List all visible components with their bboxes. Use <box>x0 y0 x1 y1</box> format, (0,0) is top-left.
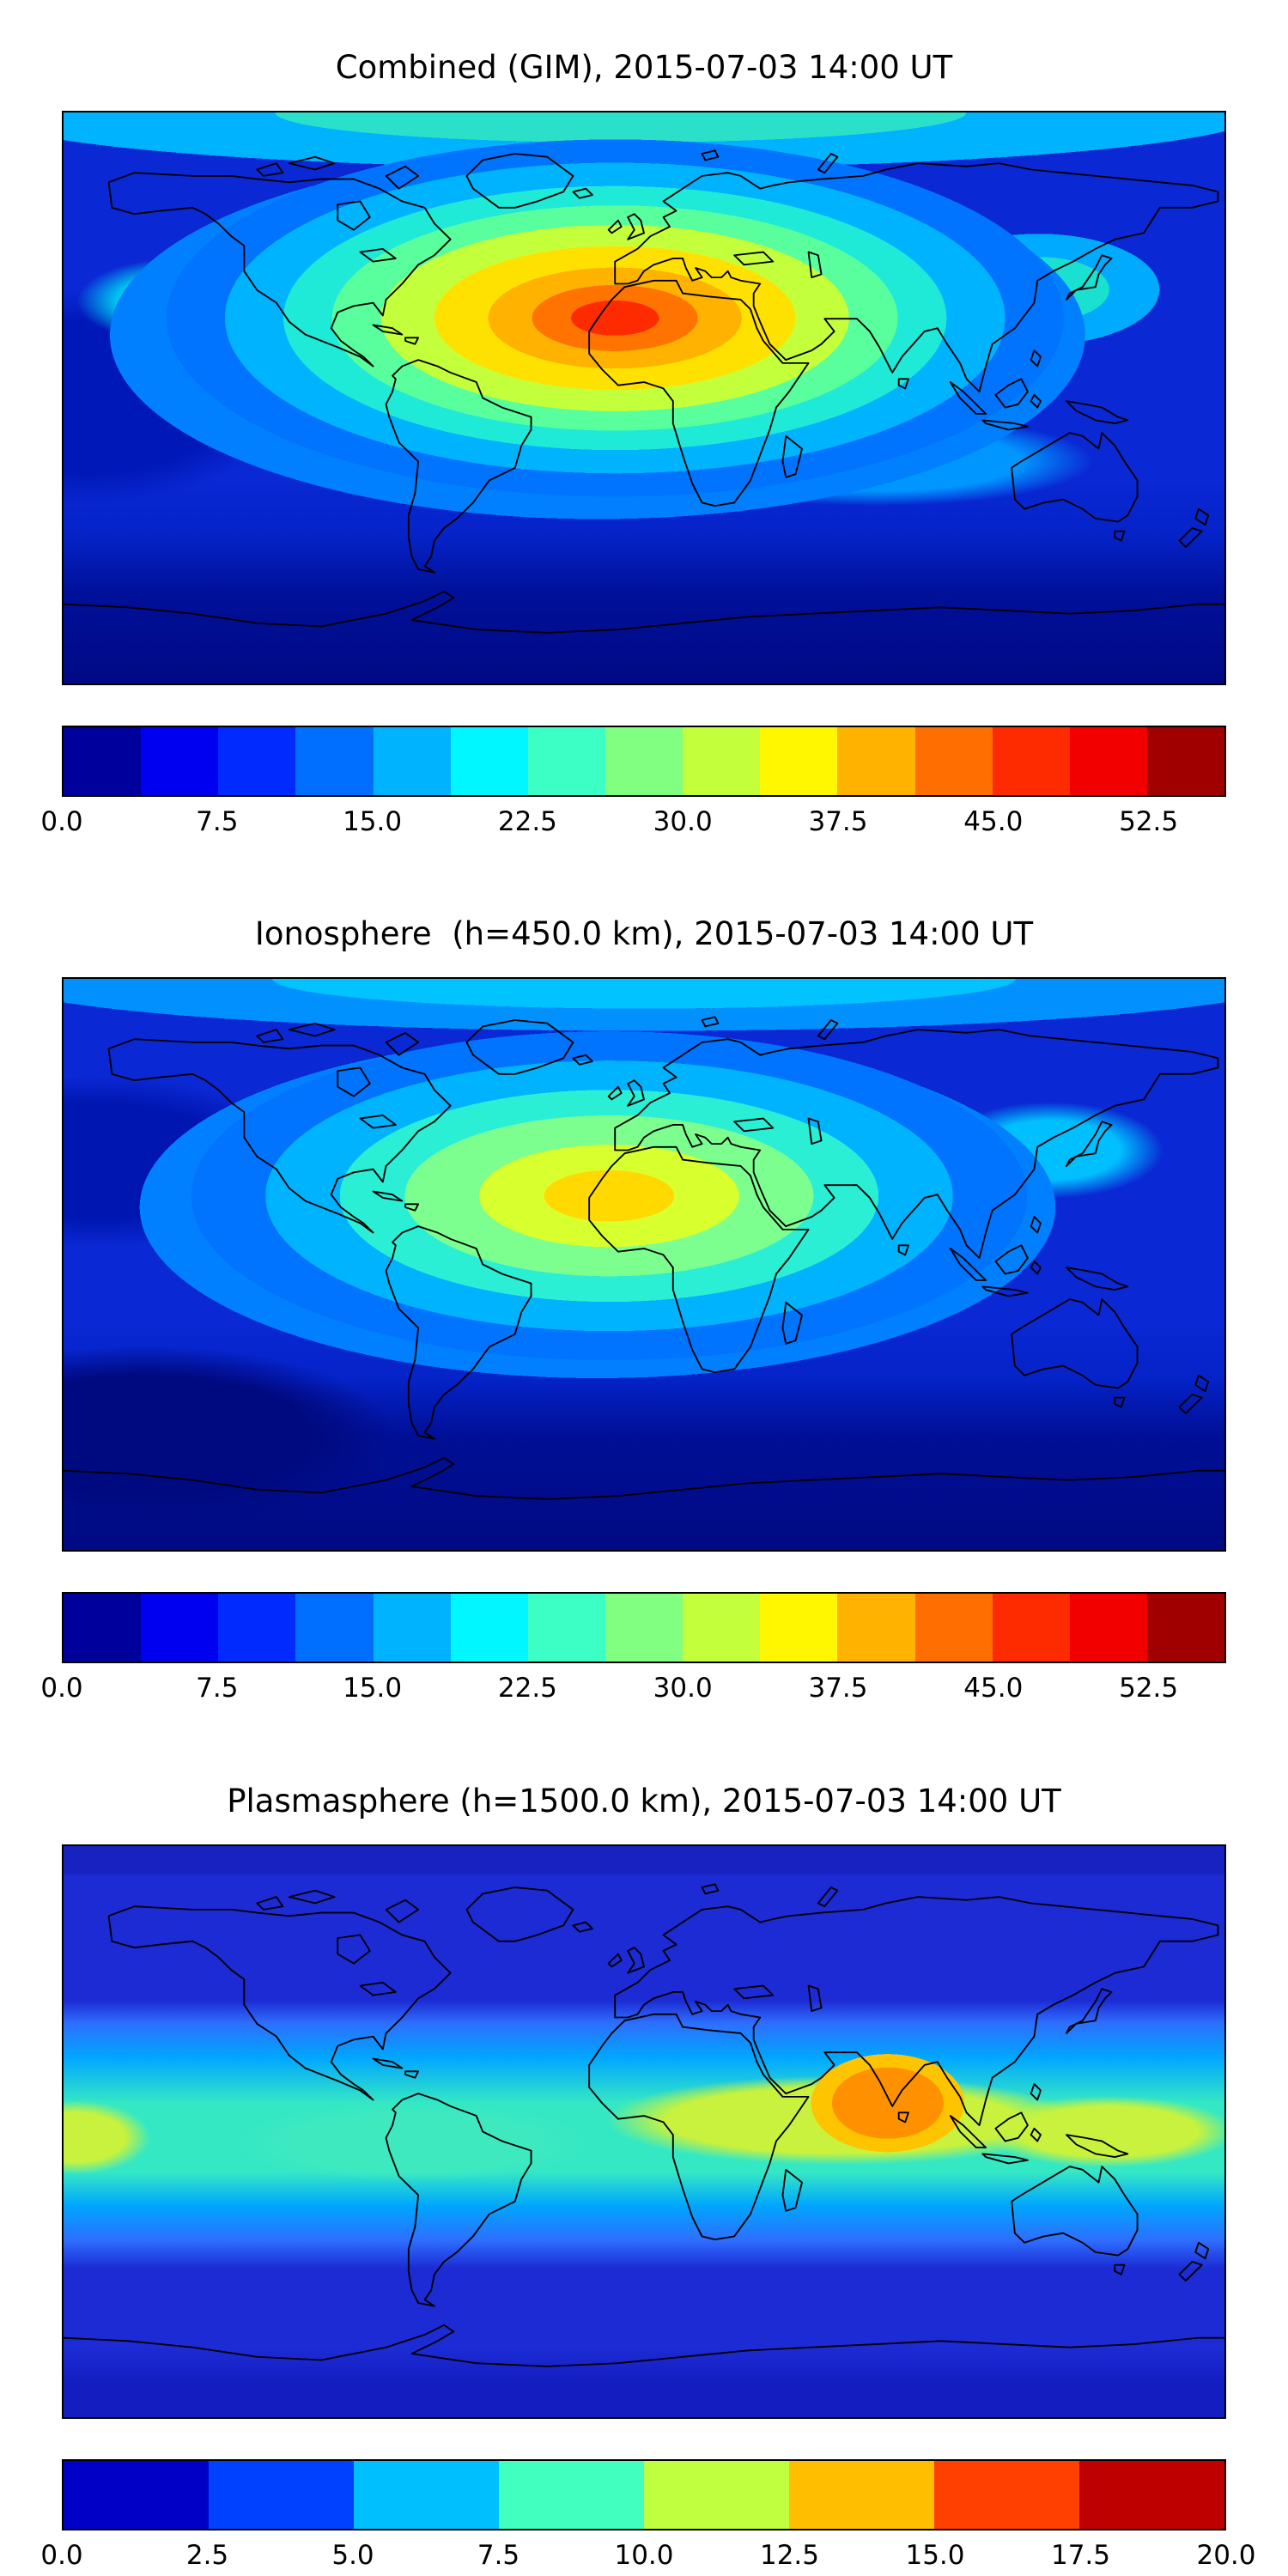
coastlines-overlay <box>64 1016 1224 1500</box>
colorbar-tick-label: 5.0 <box>331 2540 374 2571</box>
colorbar <box>62 1592 1226 1663</box>
colorbar-tick-label: 20.0 <box>1196 2540 1256 2571</box>
colorbar-segment <box>760 1594 838 1662</box>
colorbar-tick-label: 2.5 <box>185 2540 229 2571</box>
colorbar-segment <box>450 727 528 795</box>
colorbar-segment <box>354 2461 499 2529</box>
colorbar-segment <box>218 1594 296 1662</box>
colorbar-segment <box>373 727 451 795</box>
colorbar-tick-label: 45.0 <box>963 1673 1024 1704</box>
colorbar-segment <box>450 1594 528 1662</box>
colorbar-segment <box>1146 727 1225 795</box>
colorbar-segment <box>934 2461 1079 2529</box>
colorbar-tick-label: 15.0 <box>905 2540 965 2571</box>
coastlines-overlay <box>64 1883 1224 2367</box>
colorbar-tick-label: 15.0 <box>343 806 403 837</box>
colorbar-tick-label: 52.5 <box>1119 806 1179 837</box>
colorbar-segment <box>1079 2461 1224 2529</box>
colorbar-tick-label: 30.0 <box>653 1673 713 1704</box>
colorbar-segment <box>837 727 915 795</box>
colorbar-segment <box>837 1594 915 1662</box>
colorbar-tick-label: 7.5 <box>196 806 239 837</box>
colorbar-tick-label: 0.0 <box>40 806 83 837</box>
colorbar-tick-label: 12.5 <box>759 2540 820 2571</box>
colorbar-segment <box>64 1594 142 1662</box>
colorbar-segment <box>1069 727 1147 795</box>
colorbar-segment <box>914 1594 993 1662</box>
colorbar-segment <box>218 727 296 795</box>
colorbar-segment <box>605 1594 683 1662</box>
colorbar-tick-labels: 0.0 2.5 5.0 7.5 10.0 12.5 15.0 17.5 20.0 <box>40 2537 1255 2573</box>
colorbar-segment <box>373 1594 451 1662</box>
coastlines-overlay <box>64 149 1224 634</box>
colorbar-tick-label: 15.0 <box>343 1673 403 1704</box>
map-plasmasphere <box>62 1844 1226 2419</box>
map-combined <box>62 111 1226 685</box>
colorbar-tick-labels: 0.0 7.5 15.0 22.5 30.0 37.5 45.0 52.5 <box>40 1670 1226 1706</box>
colorbar-segment <box>760 727 838 795</box>
colorbar-tick-label: 37.5 <box>808 1673 868 1704</box>
colorbar-segment <box>64 2461 209 2529</box>
colorbar-segment <box>605 727 683 795</box>
colorbar-segment <box>992 1594 1070 1662</box>
colorbar-segment <box>789 2461 934 2529</box>
panel-title: Combined (GIM), 2015-07-03 14:00 UT <box>335 49 953 86</box>
colorbar-tick-label: 7.5 <box>477 2540 520 2571</box>
colorbar-segment <box>209 2461 354 2529</box>
colorbar-segment <box>499 2461 644 2529</box>
colorbar-segment <box>295 1594 374 1662</box>
colorbar-tick-label: 22.5 <box>497 1673 557 1704</box>
colorbar-segment <box>527 1594 605 1662</box>
colorbar-segment <box>683 727 761 795</box>
colorbar-tick-label: 0.0 <box>40 1673 83 1704</box>
colorbar-segment <box>1146 1594 1225 1662</box>
colorbar-tick-label: 7.5 <box>196 1673 239 1704</box>
colorbar-tick-label: 0.0 <box>40 2540 83 2571</box>
colorbar <box>62 726 1226 797</box>
colorbar-segment <box>141 1594 219 1662</box>
panel-plasmasphere: Plasmasphere (h=1500.0 km), 2015-07-03 1… <box>40 1783 1255 2573</box>
colorbar <box>62 2459 1226 2530</box>
colorbar-segment <box>644 2461 789 2529</box>
colorbar-segment <box>295 727 374 795</box>
colorbar-segment <box>683 1594 761 1662</box>
colorbar-tick-label: 30.0 <box>653 806 713 837</box>
panel-title: Ionosphere (h=450.0 km), 2015-07-03 14:0… <box>254 915 1034 952</box>
colorbar-tick-label: 37.5 <box>808 806 868 837</box>
colorbar-tick-label: 10.0 <box>614 2540 674 2571</box>
panel-title: Plasmasphere (h=1500.0 km), 2015-07-03 1… <box>227 1783 1061 1820</box>
panel-combined: Combined (GIM), 2015-07-03 14:00 UT 0.0 7… <box>40 49 1226 840</box>
colorbar-tick-labels: 0.0 7.5 15.0 22.5 30.0 37.5 45.0 52.5 <box>40 804 1226 840</box>
colorbar-segment <box>64 727 142 795</box>
colorbar-segment <box>992 727 1070 795</box>
colorbar-tick-label: 17.5 <box>1050 2540 1111 2571</box>
panel-ionosphere: Ionosphere (h=450.0 km), 2015-07-03 14:0… <box>40 915 1226 1706</box>
colorbar-tick-label: 45.0 <box>963 806 1024 837</box>
map-ionosphere <box>62 977 1226 1552</box>
colorbar-segment <box>914 727 993 795</box>
colorbar-tick-label: 22.5 <box>497 806 557 837</box>
colorbar-segment <box>141 727 219 795</box>
colorbar-tick-label: 52.5 <box>1119 1673 1179 1704</box>
colorbar-segment <box>527 727 605 795</box>
colorbar-segment <box>1069 1594 1147 1662</box>
